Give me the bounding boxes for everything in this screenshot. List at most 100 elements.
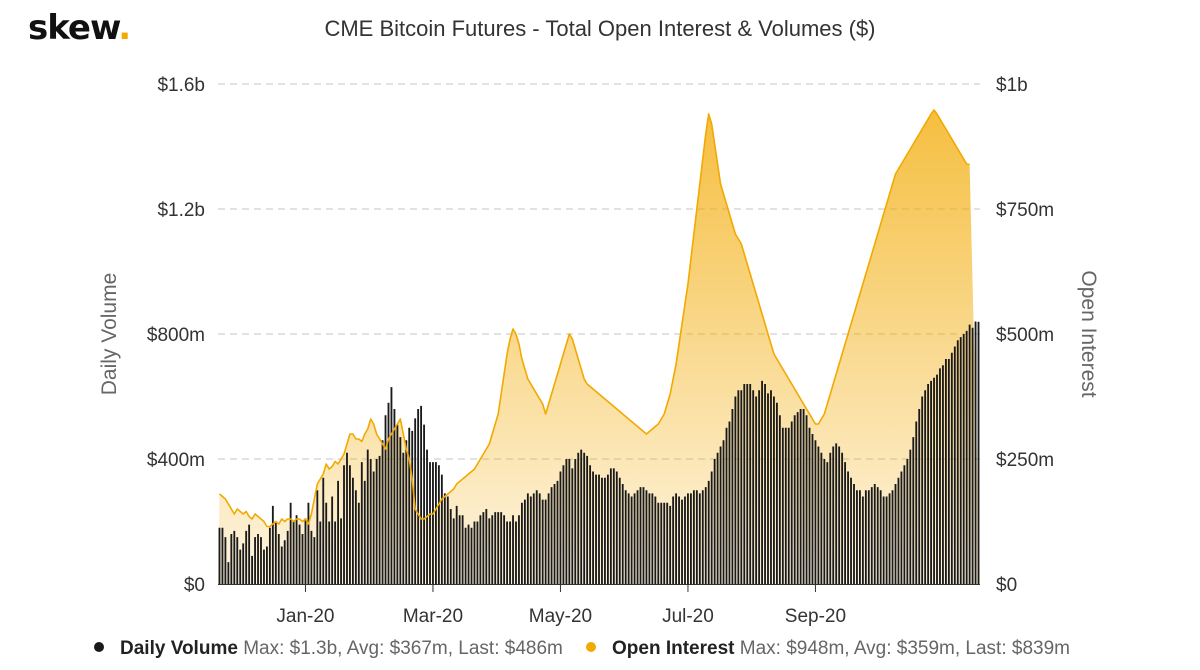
volume-bar (829, 452, 832, 584)
right-tick-label: $0 (996, 575, 1017, 596)
volume-bar (719, 446, 722, 584)
volume-bar (518, 515, 520, 584)
volume-bar (737, 390, 740, 584)
volume-bar (752, 390, 755, 584)
volume-bar (509, 521, 511, 584)
volume-bar (437, 465, 440, 584)
legend-daily-volume[interactable]: Daily Volume Max: $1.3b, Avg: $367m, Las… (94, 638, 563, 660)
left-tick-label: $0 (184, 575, 205, 596)
volume-bar (473, 521, 476, 584)
volume-bar (506, 521, 509, 584)
volume-bar (488, 518, 491, 585)
volume-bar (417, 409, 420, 584)
volume-bar (443, 493, 446, 585)
volume-bar (713, 459, 716, 584)
volume-bar (257, 534, 259, 584)
volume-bar (482, 512, 485, 585)
volume-bar (541, 499, 544, 585)
right-tick-label: $250m (996, 450, 1054, 471)
volume-bar (372, 471, 375, 584)
volume-bar (598, 474, 600, 585)
volume-bar (660, 502, 663, 584)
volume-bar (470, 527, 473, 584)
volume-bar (595, 474, 597, 585)
volume-bar (351, 477, 354, 584)
volume-bar (778, 415, 781, 584)
volume-bar (870, 487, 873, 585)
volume-bar (844, 462, 847, 585)
volume-bar (707, 480, 710, 585)
volume-bar (787, 427, 790, 584)
volume-bar (770, 390, 772, 584)
volume-bar (411, 430, 414, 585)
volume-bar (325, 502, 328, 584)
volume-bar (609, 468, 612, 585)
volume-bar (337, 480, 339, 585)
volume-bar (512, 515, 514, 584)
chart-title: CME Bitcoin Futures - Total Open Interes… (324, 16, 876, 41)
volume-bar (740, 390, 743, 584)
open-interest-line (218, 109, 970, 528)
volume-bar (544, 499, 547, 585)
volume-bar (953, 346, 956, 584)
volume-bar (648, 493, 651, 585)
volume-bar (615, 471, 618, 584)
volume-bar (817, 446, 820, 584)
volume-bar (636, 490, 639, 584)
volume-bar (550, 487, 553, 585)
x-tick-label: Sep-20 (785, 606, 846, 627)
volume-bar (402, 452, 405, 584)
volume-bar (227, 562, 230, 585)
volume-bar (485, 509, 488, 584)
volume-bar (856, 490, 858, 584)
volume-bar (959, 337, 962, 585)
volume-bar (814, 440, 817, 584)
volume-bar (936, 374, 938, 585)
volume-bar (384, 415, 387, 584)
volume-bar (861, 496, 864, 584)
volume-bar (369, 459, 372, 584)
volume-bar (260, 537, 262, 585)
daily-volume-marker (94, 641, 104, 652)
volume-bar (731, 409, 734, 584)
volume-bar (853, 484, 855, 584)
volume-bar (423, 424, 425, 585)
volume-bar (571, 468, 574, 585)
volume-bar (684, 496, 686, 584)
volume-bar (918, 409, 921, 584)
volume-bar (749, 384, 752, 584)
volume-bar (239, 549, 242, 585)
volume-bar (639, 487, 642, 585)
volume-bar (781, 427, 784, 584)
volume-bar (340, 518, 342, 585)
volume-bar (882, 496, 885, 584)
volume-bar (455, 505, 458, 585)
volume-bar (758, 390, 761, 584)
volume-bar (876, 487, 879, 585)
volume-bar (678, 496, 680, 584)
left-tick-label: $400m (147, 450, 205, 471)
volume-bar (242, 543, 245, 585)
volume-bar (580, 449, 583, 585)
x-tick-label: Mar-20 (403, 606, 463, 627)
volume-bar (885, 496, 888, 584)
volume-bar (921, 396, 924, 584)
volume-bar (906, 459, 909, 584)
volume-bar (251, 555, 254, 585)
volume-bar (942, 365, 944, 584)
volume-bar (331, 496, 334, 584)
right-axis-title: Open Interest (1077, 270, 1100, 397)
volume-bar (319, 521, 322, 584)
volume-bar (897, 477, 900, 584)
volume-bar (500, 512, 503, 585)
x-tick-label: May-20 (529, 606, 592, 627)
volume-bar (263, 549, 265, 585)
legend-open-interest[interactable]: Open Interest Max: $948m, Avg: $359m, La… (586, 638, 1070, 660)
volume-bar (687, 493, 689, 585)
volume-bar (971, 327, 974, 584)
volume-bar (280, 546, 283, 584)
volume-bar (746, 384, 749, 584)
volume-bar (698, 493, 701, 585)
volume-bar (547, 493, 550, 585)
volume-bar (381, 440, 384, 584)
